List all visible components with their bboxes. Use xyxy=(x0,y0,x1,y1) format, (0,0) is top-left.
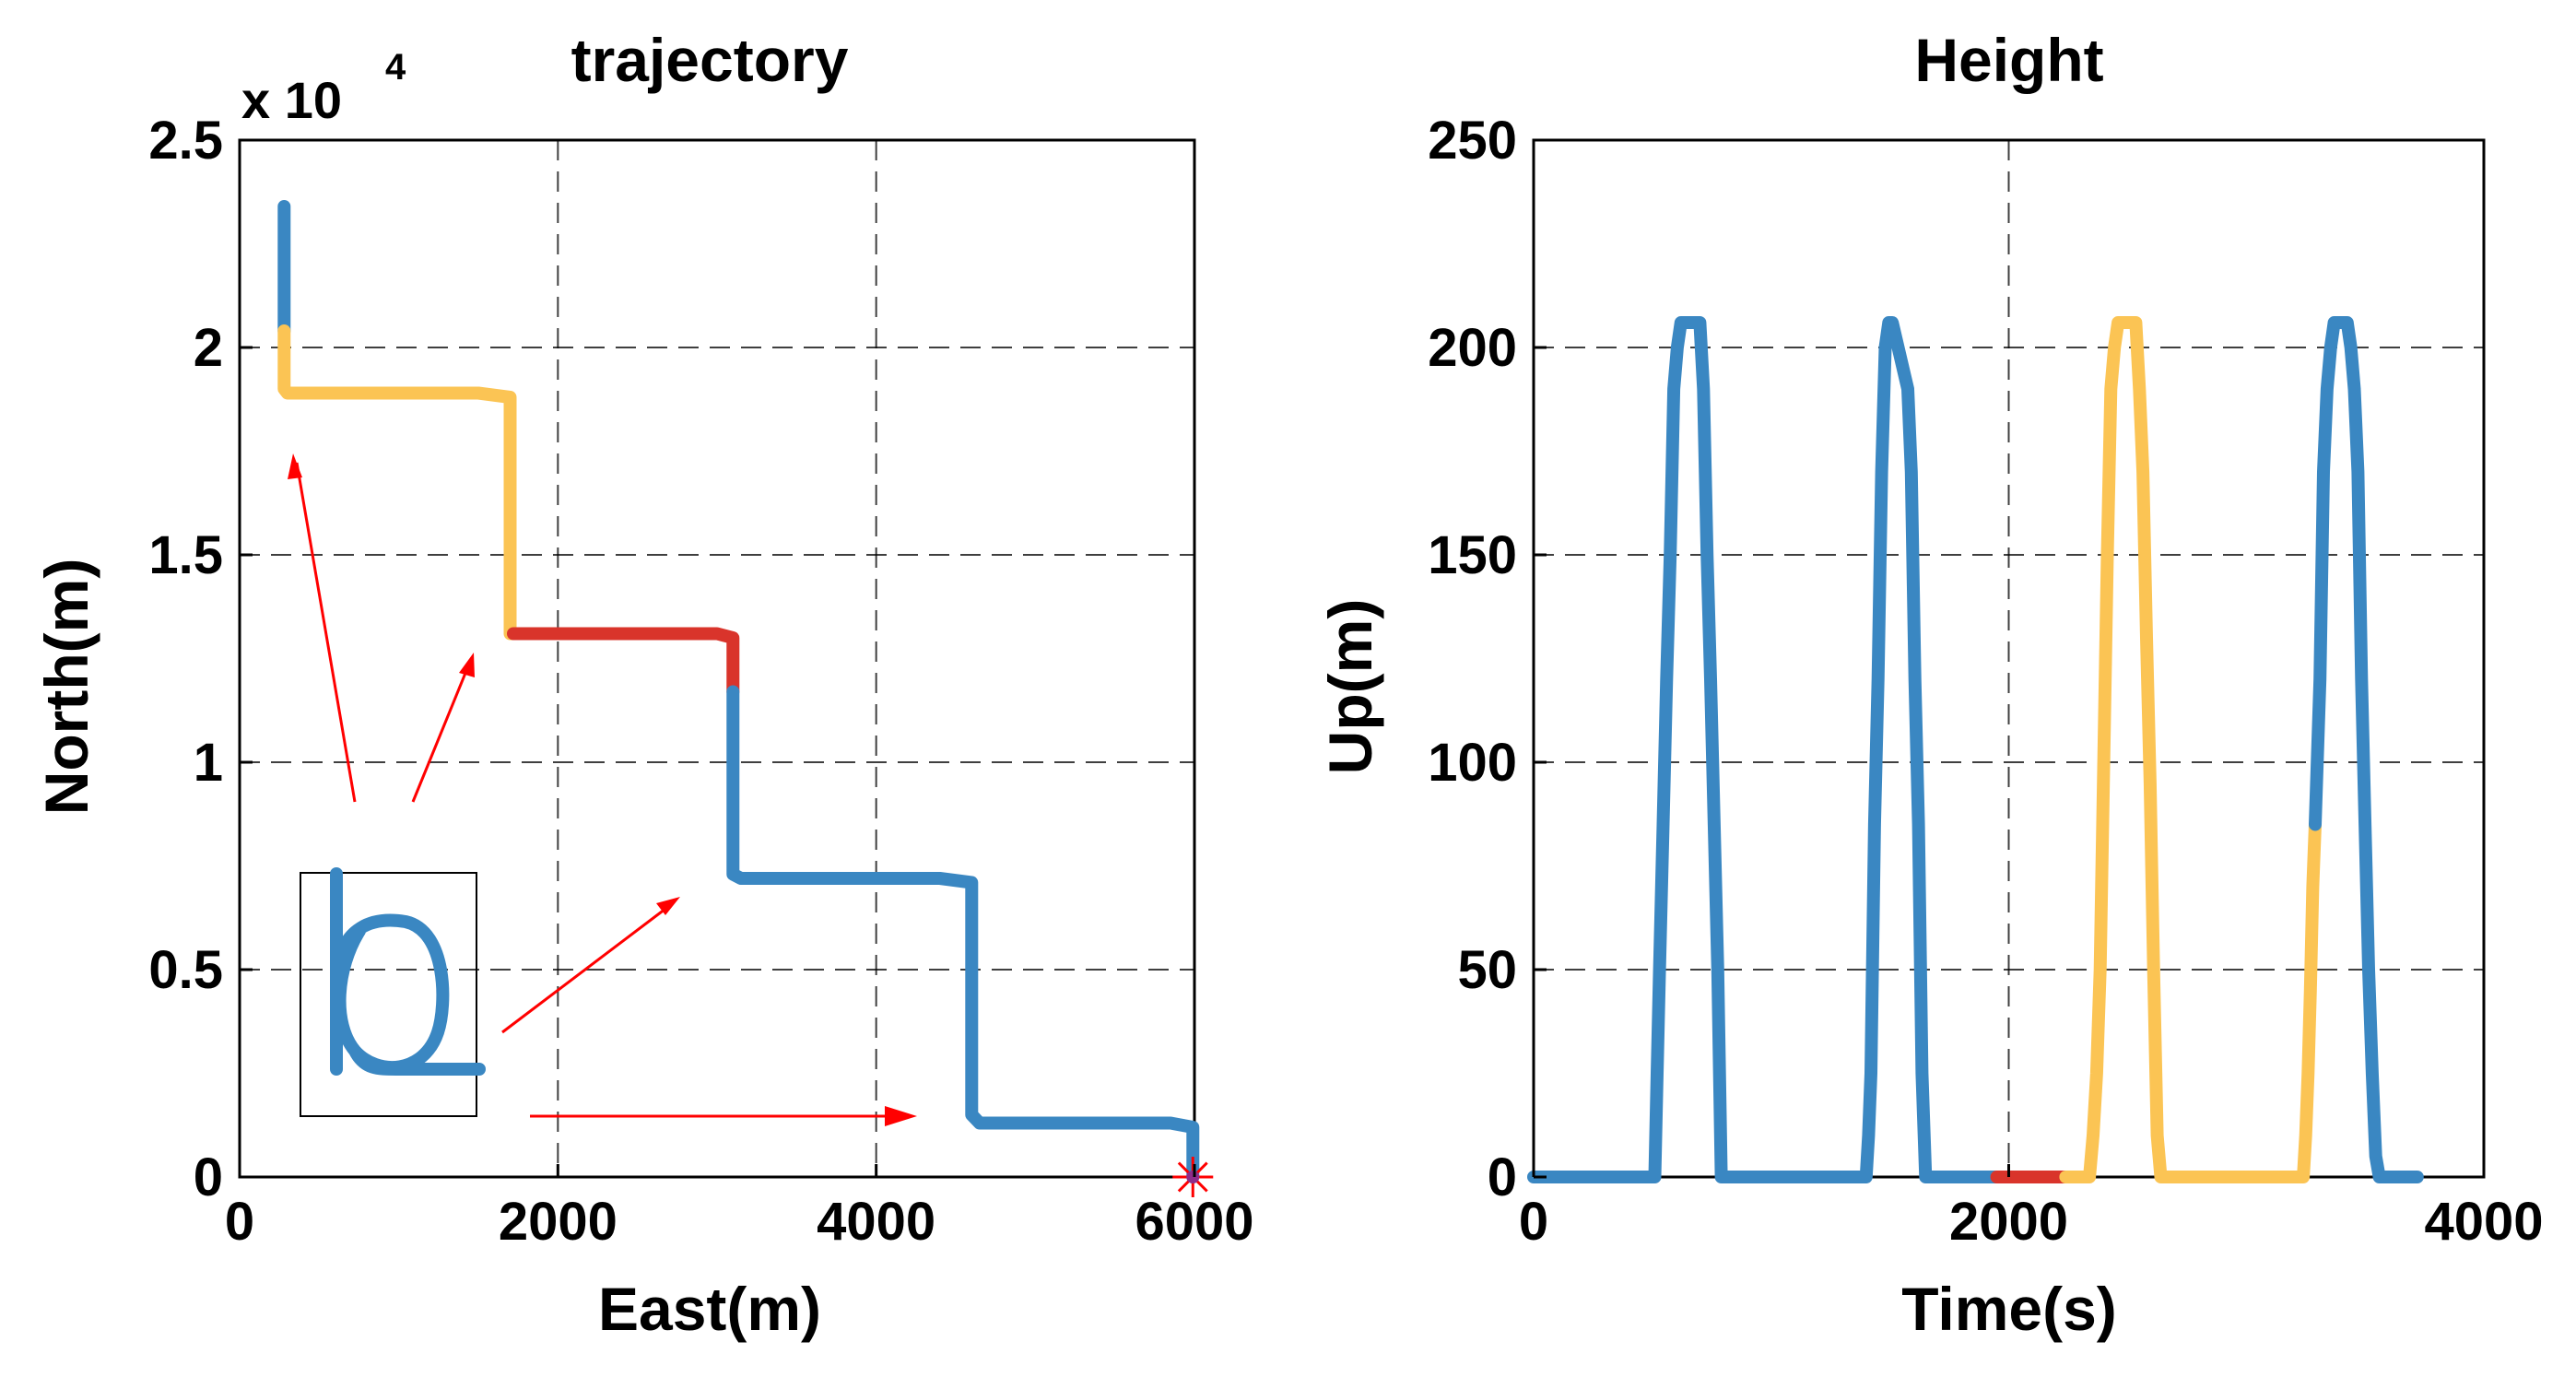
trajectory-ytick-label-4: 2 xyxy=(194,318,223,378)
trajectory-series-segment-3 xyxy=(507,627,740,699)
trajectory-ytick-label-1: 0.5 xyxy=(148,940,223,1000)
arrow-to-segment-2-head xyxy=(288,453,302,479)
height-y-axis-label: Up(m) xyxy=(1316,599,1384,775)
height-ytick-label-0: 0 xyxy=(1488,1148,1517,1207)
height-ytick-label-3: 150 xyxy=(1428,525,1517,585)
height-xtick-label-1: 2000 xyxy=(1949,1192,2068,1252)
height-ytick-label-1: 50 xyxy=(1457,940,1517,1000)
arrow-to-segment-3-head xyxy=(459,653,475,677)
arrow-to-segment-2-line xyxy=(295,462,357,803)
letter-b-inset xyxy=(300,867,486,1117)
letter-b-glyph xyxy=(330,867,486,1076)
height-x-axis-label: Time(s) xyxy=(1901,1275,2117,1343)
trajectory-y-axis-label: North(m) xyxy=(32,559,100,816)
height-xtick-label-2: 4000 xyxy=(2424,1192,2543,1252)
trajectory-grid xyxy=(240,140,1194,1177)
y-axis-multiplier: x 10 4 xyxy=(241,47,406,129)
trajectory-tick-labels: 0 2000 4000 6000 0 0.5 1 1.5 2 2.5 xyxy=(148,111,1253,1252)
trajectory-ytick-label-0: 0 xyxy=(194,1148,223,1207)
red-arrows xyxy=(288,453,917,1126)
height-tick-labels: 0 2000 4000 0 50 100 150 200 250 xyxy=(1428,111,2543,1252)
trajectory-chart: 0 2000 4000 6000 0 0.5 1 1.5 2 2.5 trajectory Eas… xyxy=(32,26,1254,1343)
height-xtick-label-0: 0 xyxy=(1519,1192,1548,1252)
height-ytick-label-5: 250 xyxy=(1428,111,1517,171)
end-point-marker xyxy=(1172,1157,1214,1197)
height-series-segment-1 xyxy=(1527,316,2004,1183)
trajectory-xtick-label-1: 2000 xyxy=(499,1192,618,1252)
inset-frame xyxy=(300,872,477,1117)
height-series-segment-4 xyxy=(2309,316,2424,1183)
y-multiplier-base: x 10 xyxy=(241,71,342,129)
height-title: Height xyxy=(1914,26,2103,94)
trajectory-axes-box xyxy=(238,138,1196,1179)
trajectory-ytick-label-2: 1 xyxy=(194,733,223,793)
trajectory-xtick-label-3: 6000 xyxy=(1135,1192,1253,1252)
arrow-to-segment-4-head xyxy=(656,897,680,915)
arrow-to-segment-3-line xyxy=(411,661,472,803)
trajectory-series xyxy=(277,200,1200,1183)
height-series-segment-3 xyxy=(2059,316,2322,1183)
trajectory-xtick-label-2: 4000 xyxy=(817,1192,935,1252)
trajectory-x-axis-label: East(m) xyxy=(598,1275,821,1343)
trajectory-series-segment-4 xyxy=(726,685,1200,1183)
arrow-to-segment-4-line xyxy=(501,901,674,1034)
arrow-to-segment-5-head xyxy=(885,1106,917,1126)
height-ytick-label-2: 100 xyxy=(1428,733,1517,793)
end-marker-dot xyxy=(1186,1171,1200,1183)
trajectory-ytick-label-3: 1.5 xyxy=(148,525,223,585)
trajectory-xtick-label-0: 0 xyxy=(225,1192,254,1252)
trajectory-ytick-label-5: 2.5 xyxy=(148,111,223,171)
height-series xyxy=(1527,316,2424,1183)
trajectory-title: trajectory xyxy=(571,26,849,94)
y-multiplier-exponent: 4 xyxy=(385,47,406,88)
height-ytick-label-4: 200 xyxy=(1428,318,1517,378)
